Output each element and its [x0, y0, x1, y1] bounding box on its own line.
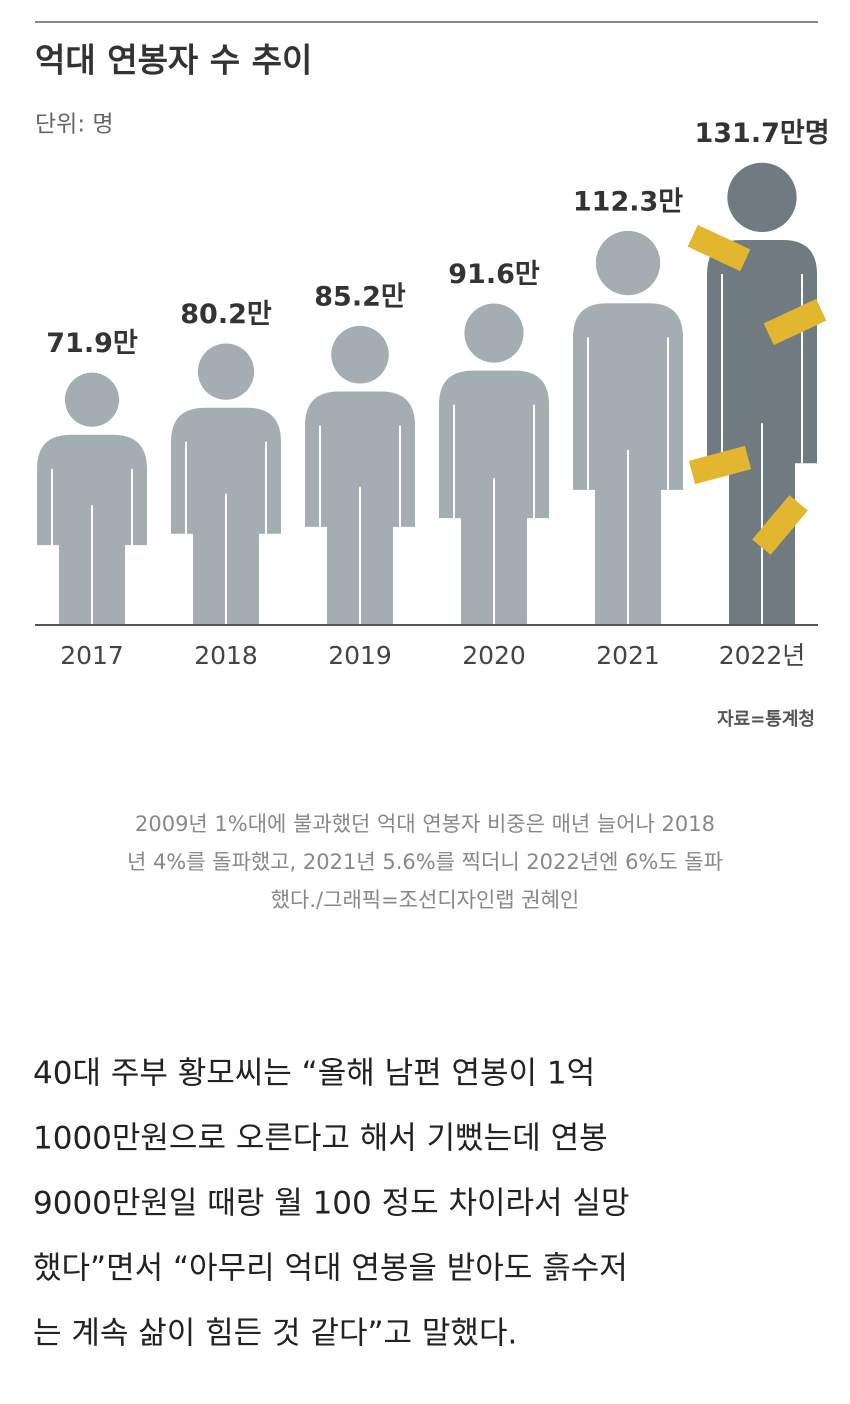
body-line: 했다”면서 “아무리 억대 연봉을 받아도 흙수저 — [33, 1251, 628, 1287]
caption-line: 했다./그래픽=조선디자인랩 권혜인 — [271, 888, 580, 912]
money-decoration — [687, 224, 827, 555]
chart-title: 억대 연봉자 수 추이 — [35, 41, 312, 80]
value-label: 112.3만 — [573, 186, 683, 217]
body-line: 는 계속 삶이 힘든 것 같다”고 말했다. — [33, 1316, 517, 1352]
caption-line: 2009년 1%대에 불과했던 억대 연봉자 비중은 매년 늘어나 2018 — [135, 812, 715, 836]
x-tick-label: 2018 — [194, 641, 258, 670]
body-line: 1000만원으로 오른다고 해서 기뻤는데 연봉 — [33, 1121, 608, 1157]
value-label: 71.9만 — [46, 328, 138, 359]
bill — [687, 224, 751, 272]
person-figure — [37, 372, 147, 625]
x-tick-label: 2020 — [462, 641, 526, 670]
value-label: 85.2만 — [314, 281, 406, 312]
caption-line: 년 4%를 돌파했고, 2021년 5.6%를 찍더니 2022년엔 6%도 돌… — [127, 850, 723, 874]
bill — [752, 495, 808, 555]
person-figure — [171, 343, 281, 625]
chart-subtitle: 단위: 명 — [35, 112, 114, 138]
bill — [763, 298, 827, 346]
source: 자료=통계청 — [717, 709, 815, 730]
value-label: 91.6만 — [448, 259, 540, 290]
x-tick-label: 2017 — [60, 641, 124, 670]
x-tick-label: 2021 — [596, 641, 660, 670]
value-label: 80.2만 — [180, 299, 272, 330]
value-label: 131.7만명 — [694, 118, 829, 149]
body-line: 9000만원일 때랑 월 100 정도 차이라서 실망 — [33, 1186, 629, 1222]
person-figure — [305, 325, 415, 625]
article-body: 40대 주부 황모씨는 “올해 남편 연봉이 1억 1000만원으로 오른다고 해… — [33, 1056, 629, 1352]
body-line: 40대 주부 황모씨는 “올해 남편 연봉이 1억 — [33, 1056, 595, 1092]
x-tick-label: 2019 — [328, 641, 392, 670]
person-figure — [573, 230, 683, 625]
caption: 2009년 1%대에 불과했던 억대 연봉자 비중은 매년 늘어나 2018 년 … — [127, 812, 723, 912]
person-figure — [439, 303, 549, 625]
x-tick-label: 2022년 — [719, 641, 806, 670]
plot: 71.9만 80.2만 85.2만 91.6만 112.3만 131.7만명 — [37, 118, 830, 625]
bill — [688, 445, 752, 485]
